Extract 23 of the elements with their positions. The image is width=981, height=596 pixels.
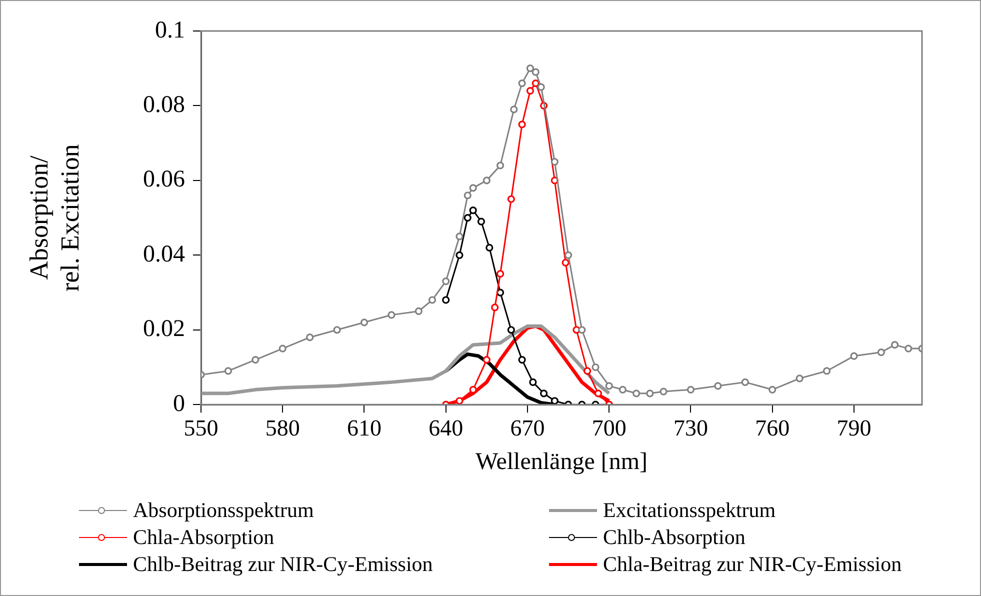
legend-label: Chlb-Absorption (603, 525, 746, 550)
y-tick-label: 0.1 (155, 17, 185, 44)
x-tick-label: 790 (836, 415, 872, 440)
x-tick-label: 730 (673, 415, 708, 440)
y-tick-label: 0.02 (143, 316, 185, 342)
x-tick-label: 640 (428, 415, 464, 440)
legend-label: Chla-Beitrag zur NIR-Cy-Emission (603, 552, 902, 577)
x-axis-title: Wellenlänge [nm] (476, 448, 648, 475)
x-tick-label: 700 (592, 415, 626, 440)
y-tick-label: 0 (173, 390, 185, 417)
y-tick-label: 0.04 (143, 241, 185, 268)
x-tick-label: 760 (755, 415, 790, 440)
legend-label: Absorptionsspektrum (133, 498, 314, 523)
legend-label: Excitationsspektrum (603, 498, 776, 523)
x-tick-label: 550 (184, 415, 218, 440)
legend-label: Chla-Absorption (133, 525, 274, 550)
y-tick-label: 0.06 (143, 166, 185, 193)
y-axis-title: Absorption/ rel. Excitation (24, 144, 85, 292)
x-tick-label: 580 (265, 415, 300, 440)
legend-label: Chlb-Beitrag zur NIR-Cy-Emission (133, 552, 433, 577)
y-tick-label: 0.08 (143, 92, 185, 118)
x-tick-label: 610 (346, 415, 382, 440)
x-tick-label: 670 (510, 415, 545, 440)
